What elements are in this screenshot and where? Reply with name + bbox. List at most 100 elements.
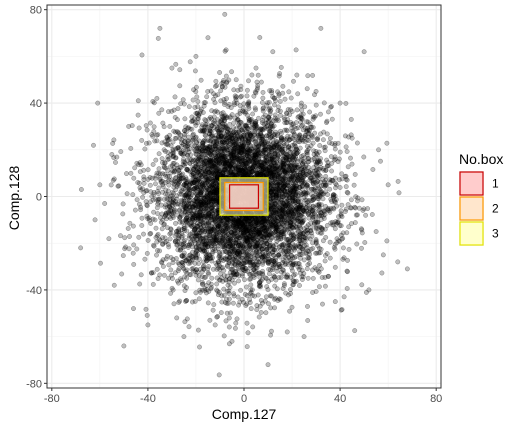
- scatter-point: [244, 249, 250, 254]
- scatter-point: [229, 151, 235, 157]
- scatter-point: [254, 158, 260, 164]
- scatter-point: [182, 116, 188, 122]
- scatter-point: [313, 102, 319, 108]
- scatter-point: [271, 160, 277, 166]
- scatter-point: [228, 149, 234, 155]
- scatter-point: [334, 236, 340, 242]
- scatter-point: [266, 144, 272, 150]
- scatter-point: [160, 263, 166, 269]
- scatter-point: [233, 126, 239, 132]
- scatter-point: [196, 245, 202, 251]
- scatter-point: [285, 209, 291, 215]
- scatter-point: [232, 115, 238, 121]
- scatter-point: [253, 220, 259, 226]
- scatter-point: [193, 110, 199, 116]
- scatter-point: [198, 202, 203, 208]
- scatter-point: [196, 156, 202, 162]
- scatter-point: [147, 120, 153, 126]
- scatter-point: [208, 255, 214, 261]
- scatter-point: [284, 168, 289, 174]
- scatter-point: [163, 165, 169, 171]
- scatter-point: [288, 95, 294, 101]
- scatter-point: [348, 116, 354, 122]
- scatter-point: [136, 201, 142, 207]
- scatter-point: [216, 158, 222, 164]
- scatter-point: [258, 147, 264, 153]
- scatter-point: [209, 159, 215, 165]
- scatter-point: [151, 129, 157, 134]
- scatter-point: [260, 150, 266, 156]
- scatter-point: [283, 174, 288, 180]
- scatter-point: [317, 224, 323, 230]
- scatter-point: [136, 234, 142, 240]
- scatter-point: [291, 272, 297, 278]
- scatter-point: [256, 249, 262, 255]
- scatter-point: [304, 224, 310, 230]
- scatter-point: [254, 303, 260, 309]
- scatter-point: [338, 211, 344, 217]
- scatter-point: [205, 225, 211, 231]
- scatter-point: [276, 218, 282, 224]
- scatter-point: [310, 114, 316, 120]
- scatter-point: [278, 137, 284, 143]
- scatter-point: [220, 110, 226, 116]
- scatter-point: [225, 144, 231, 150]
- scatter-point: [247, 300, 253, 305]
- scatter-point: [226, 291, 232, 296]
- scatter-point: [272, 179, 278, 185]
- scatter-point: [193, 151, 199, 157]
- scatter-point: [176, 177, 182, 183]
- scatter-point: [222, 117, 227, 123]
- scatter-point: [270, 192, 276, 198]
- scatter-point: [157, 272, 163, 278]
- scatter-point: [250, 169, 256, 175]
- scatter-point: [200, 246, 206, 252]
- scatter-point: [307, 236, 313, 242]
- scatter-point: [359, 197, 365, 203]
- scatter-point: [312, 130, 318, 136]
- scatter-point: [78, 187, 84, 192]
- scatter-point: [264, 100, 270, 106]
- scatter-point: [246, 120, 252, 126]
- scatter-point: [340, 235, 346, 241]
- scatter-point: [150, 197, 156, 203]
- scatter-point: [345, 257, 350, 263]
- scatter-point: [181, 156, 186, 162]
- scatter-point: [318, 213, 324, 219]
- scatter-point: [247, 166, 253, 172]
- scatter-point: [194, 156, 200, 162]
- scatter-point: [365, 206, 371, 212]
- scatter-point: [189, 118, 195, 124]
- scatter-point: [257, 35, 263, 40]
- scatter-point: [322, 258, 328, 264]
- scatter-point: [189, 126, 195, 132]
- scatter-point: [288, 291, 293, 296]
- scatter-point: [119, 271, 125, 277]
- scatter-point: [167, 164, 173, 170]
- scatter-point: [268, 170, 274, 176]
- scatter-point: [208, 160, 213, 166]
- scatter-point: [265, 287, 271, 293]
- scatter-point: [231, 87, 237, 93]
- scatter-point: [298, 103, 304, 109]
- scatter-point: [306, 156, 312, 161]
- scatter-point: [283, 161, 289, 167]
- scatter-point: [235, 172, 241, 178]
- scatter-point: [291, 233, 297, 239]
- scatter-point: [318, 217, 324, 223]
- scatter-point: [309, 209, 315, 214]
- scatter-point: [203, 169, 208, 175]
- scatter-point: [236, 122, 241, 128]
- scatter-point: [296, 135, 302, 141]
- scatter-point: [238, 170, 244, 176]
- scatter-point: [297, 173, 303, 179]
- scatter-point: [222, 161, 228, 167]
- scatter-point: [177, 214, 183, 220]
- scatter-point: [231, 171, 237, 177]
- scatter-point: [309, 233, 315, 239]
- scatter-point: [183, 180, 189, 186]
- scatter-point: [205, 220, 211, 226]
- scatter-point: [268, 107, 274, 113]
- scatter-point: [296, 207, 302, 213]
- scatter-point: [235, 149, 240, 155]
